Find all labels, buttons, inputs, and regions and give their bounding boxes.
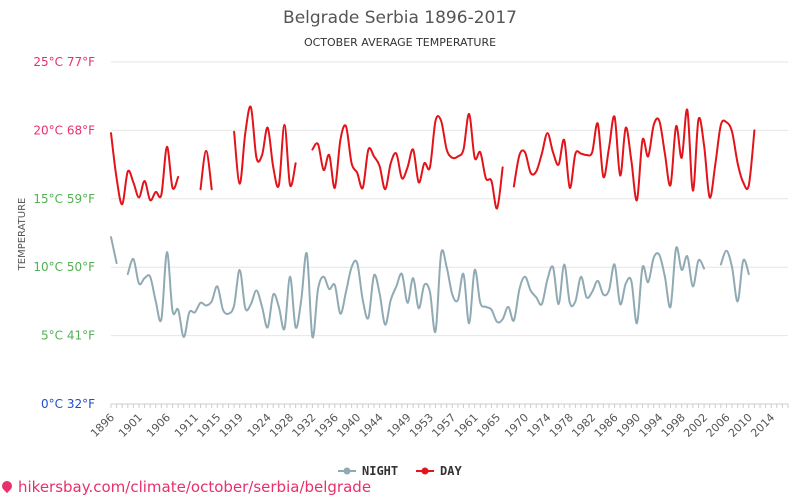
x-tick-label: 1990 [614,411,643,440]
x-tick-label: 1970 [502,411,531,440]
series-lines [110,105,756,339]
x-tick-label: 1919 [217,411,246,440]
x-tick-label: 1961 [452,411,481,440]
y-axis-labels: 0°C 32°F 5°C 41°F 10°C 50°F 15°C 59°F 20°C 6… [33,55,95,411]
x-tick-label: 1924 [245,411,274,440]
night-series-line-2 [719,249,750,303]
day-series-line-0 [110,132,180,206]
y-tick-label: 15°C 59°F [33,192,95,206]
x-tick-label: 1982 [569,411,598,440]
legend: NIGHT DAY [338,464,462,478]
y-axis-title: TEMPERATURE [17,198,28,272]
x-tick-label: 1896 [88,411,117,440]
day-series-line-4 [512,108,756,202]
footer-link[interactable]: hikersbay.com/climate/october/serbia/bel… [0,478,372,496]
x-tick-label: 1936 [312,411,341,440]
y-tick-label: 10°C 50°F [33,260,95,274]
x-tick-label: 1940 [334,411,363,440]
x-tick-label: 1928 [267,411,296,440]
x-tick-label: 1915 [194,411,223,440]
y-tick-label: 20°C 68°F [33,123,95,137]
x-tick-label: 2014 [748,411,777,440]
x-tick-label: 1911 [172,411,201,440]
x-tick-label: 1986 [592,411,621,440]
x-tick-label: 1906 [144,411,173,440]
y-tick-label: 25°C 77°F [33,55,95,69]
night-series-line-1 [126,246,706,339]
day-series-line-2 [233,105,297,188]
x-tick-label: 1944 [357,411,386,440]
y-tick-label: 0°C 32°F [41,397,95,411]
day-legend-label: DAY [440,464,462,478]
x-tick-label: 1974 [525,411,554,440]
x-tick-label: 1957 [429,411,458,440]
day-series-line-1 [199,149,213,191]
chart-subtitle: OCTOBER AVERAGE TEMPERATURE [304,36,496,49]
map-pin-icon [0,478,15,493]
footer-url: hikersbay.com/climate/october/serbia/bel… [18,478,372,496]
x-tick-label: 1998 [659,411,688,440]
chart-title: Belgrade Serbia 1896-2017 [283,8,517,28]
x-tick-label: 1978 [547,411,576,440]
night-legend-label: NIGHT [362,464,398,478]
day-series-line-3 [311,112,504,210]
y-tick-label: 5°C 41°F [41,329,95,343]
x-tick-label: 2002 [681,411,710,440]
x-tick-label: 1953 [407,411,436,440]
x-tick-label: 1949 [385,411,414,440]
x-tick-label: 2010 [726,411,755,440]
day-legend-marker [421,467,429,475]
x-tick-label: 1965 [474,411,503,440]
x-tick-label: 1901 [116,411,145,440]
x-axis: 1896190119061911191519191924192819321936… [88,403,789,440]
night-legend-marker [343,467,351,475]
x-tick-label: 1994 [636,411,665,440]
night-series-line-0 [110,236,118,265]
x-tick-label: 1932 [290,411,319,440]
x-tick-label: 2006 [704,411,733,440]
